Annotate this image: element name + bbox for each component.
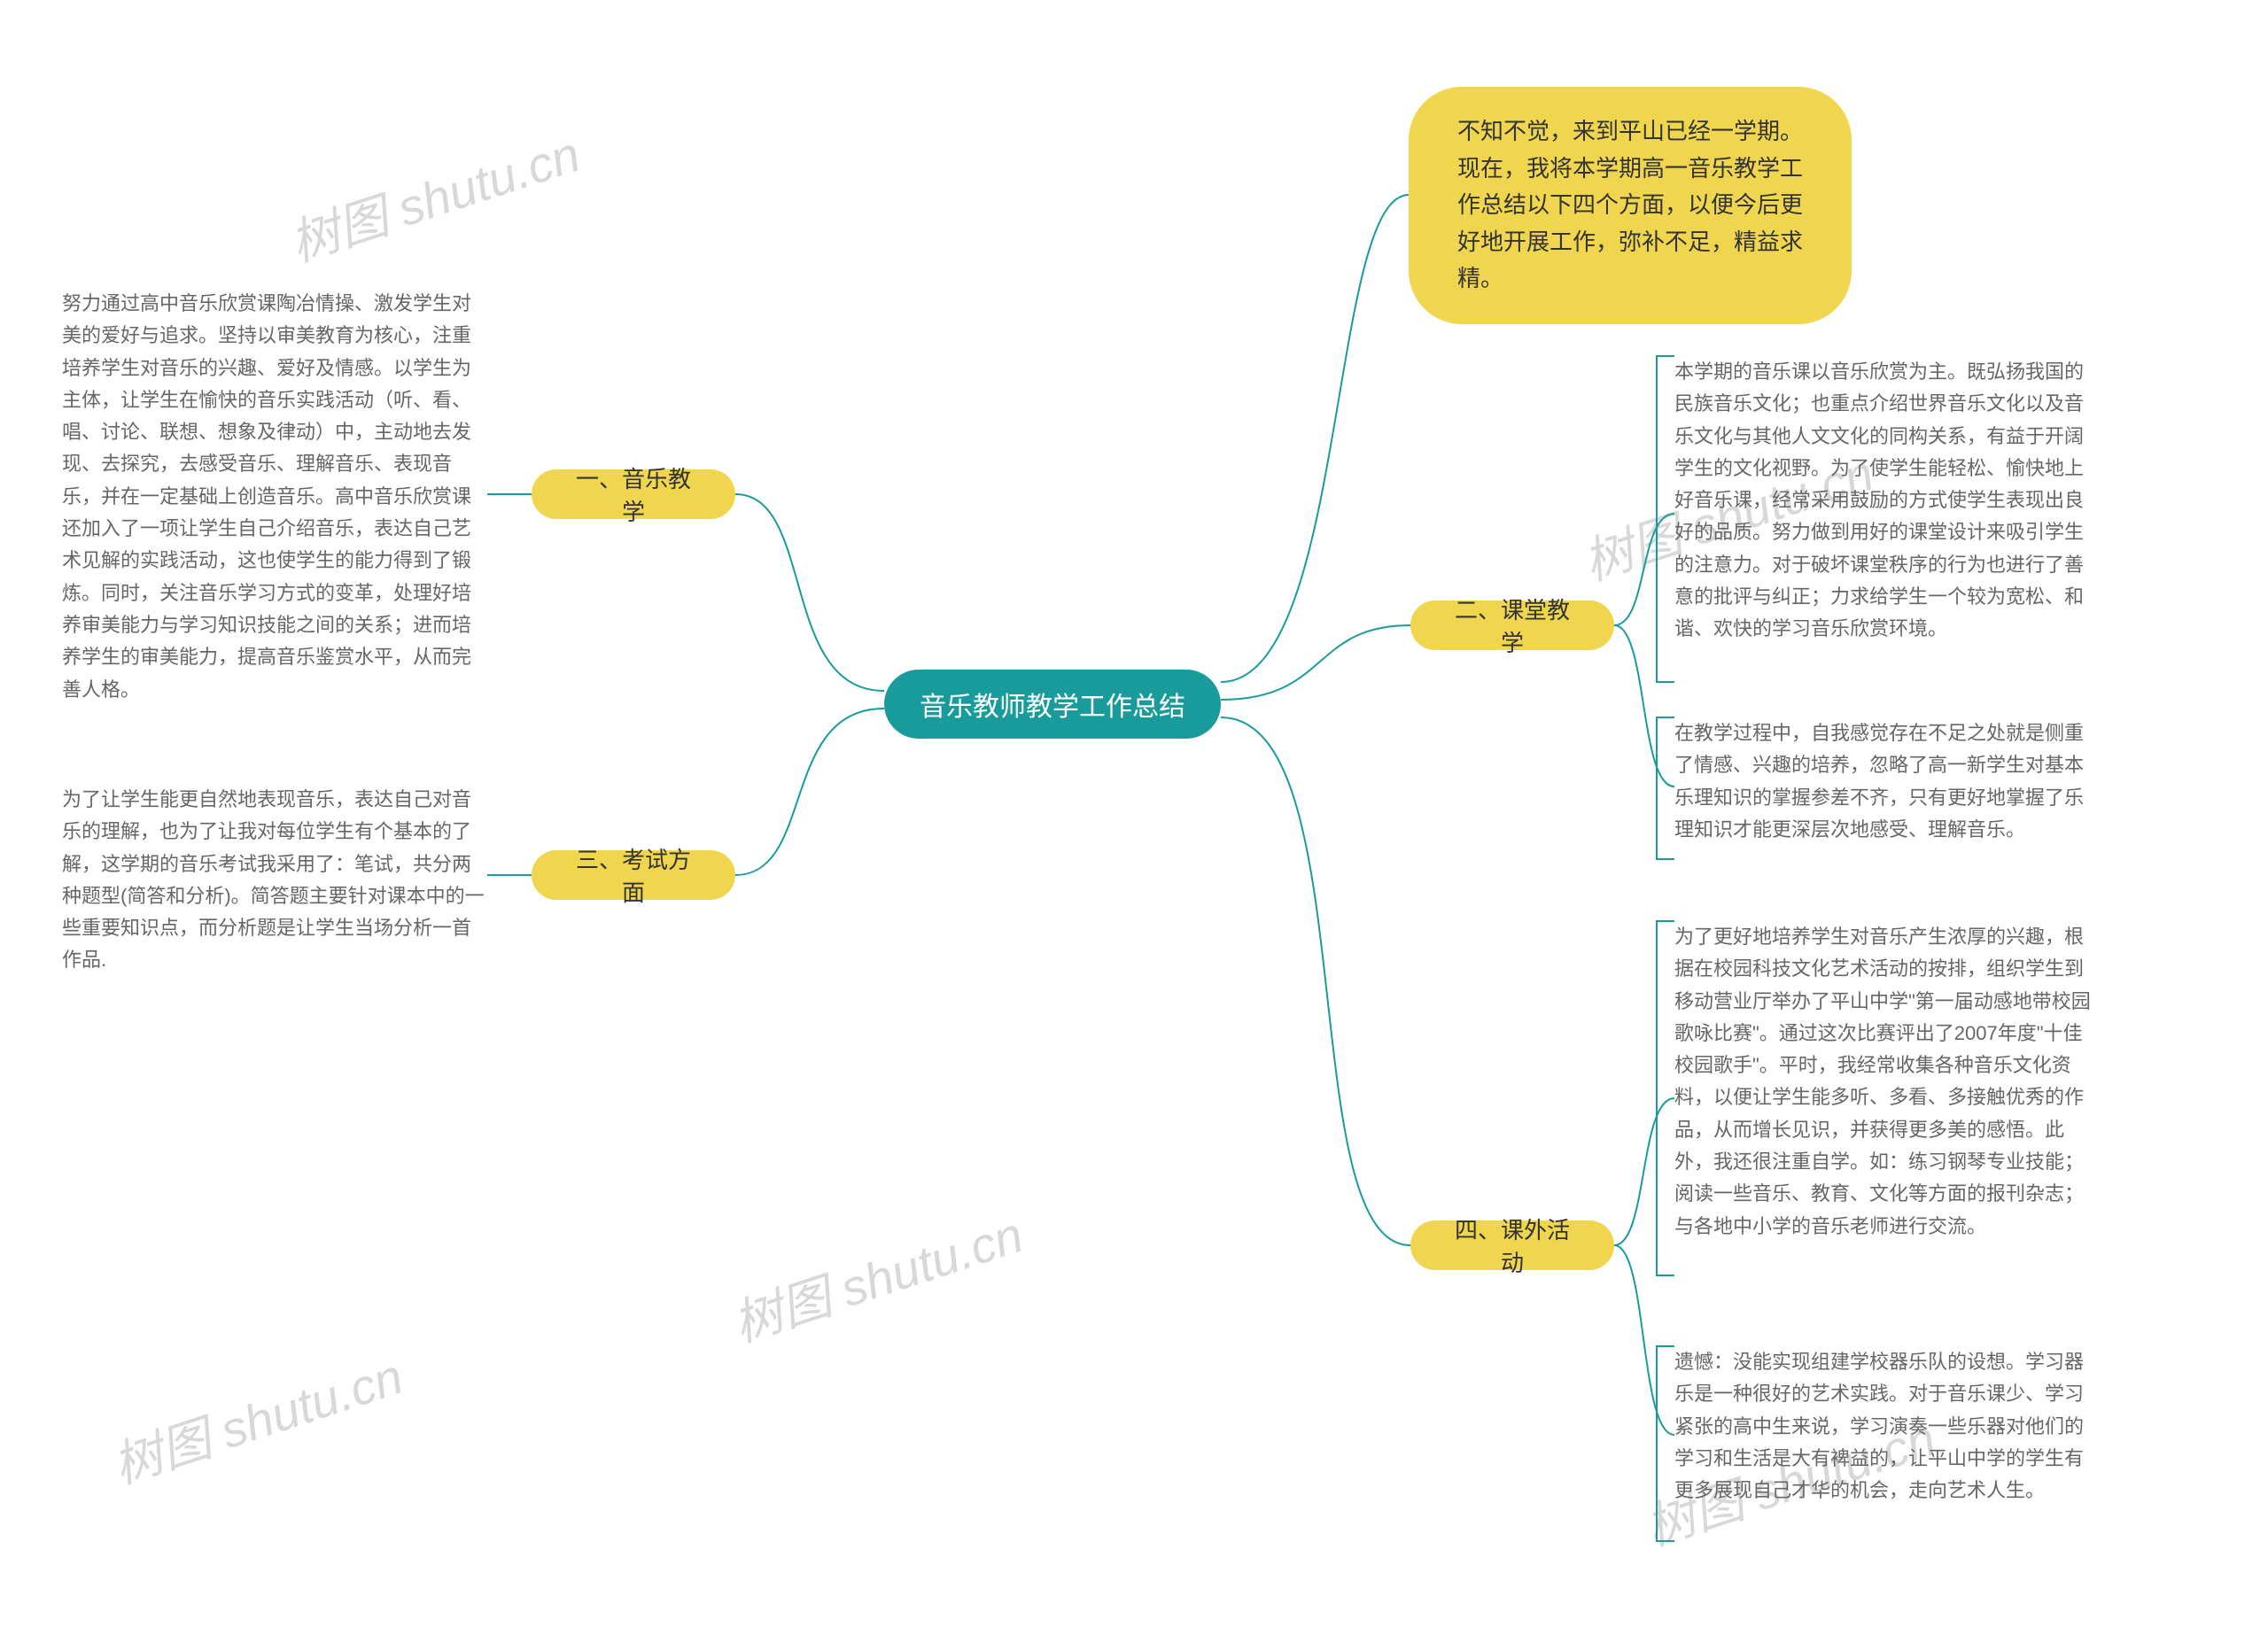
branch-label: 二、课堂教学 bbox=[1444, 593, 1581, 658]
leaf-text-4b: 遗憾：没能实现组建学校器乐队的设想。学习器乐是一种很好的艺术实践。对于音乐课少、… bbox=[1674, 1346, 2100, 1507]
branch-node-4[interactable]: 四、课外活动 bbox=[1410, 1220, 1614, 1270]
branch-node-3[interactable]: 三、考试方面 bbox=[532, 850, 735, 900]
leaf-text-2a: 本学期的音乐课以音乐欣赏为主。既弘扬我国的民族音乐文化；也重点介绍世界音乐文化以… bbox=[1674, 356, 2100, 646]
leaf-text-2b: 在教学过程中，自我感觉存在不足之处就是侧重了情感、兴趣的培养，忽略了高一新学生对… bbox=[1674, 717, 2100, 846]
branch-label: 四、课外活动 bbox=[1444, 1213, 1581, 1278]
branch-node-2[interactable]: 二、课堂教学 bbox=[1410, 600, 1614, 650]
root-label: 音乐教师教学工作总结 bbox=[920, 685, 1185, 724]
branch-label: 一、音乐教学 bbox=[565, 461, 702, 527]
mindmap-intro-node[interactable]: 不知不觉，来到平山已经一学期。 现在，我将本学期高一音乐教学工 作总结以下四个方… bbox=[1409, 87, 1852, 324]
intro-text: 不知不觉，来到平山已经一学期。 现在，我将本学期高一音乐教学工 作总结以下四个方… bbox=[1457, 113, 1803, 298]
leaf-text-3: 为了让学生能更自然地表现音乐，表达自己对音乐的理解，也为了让我对每位学生有个基本… bbox=[62, 784, 487, 977]
branch-node-1[interactable]: 一、音乐教学 bbox=[532, 469, 735, 519]
mindmap-root[interactable]: 音乐教师教学工作总结 bbox=[884, 670, 1221, 739]
leaf-text-1: 努力通过高中音乐欣赏课陶冶情操、激发学生对美的爱好与追求。坚持以审美教育为核心，… bbox=[62, 288, 487, 706]
branch-label: 三、考试方面 bbox=[565, 842, 702, 908]
leaf-text-4a: 为了更好地培养学生对音乐产生浓厚的兴趣，根据在校园科技文化艺术活动的按排，组织学… bbox=[1674, 921, 2100, 1243]
